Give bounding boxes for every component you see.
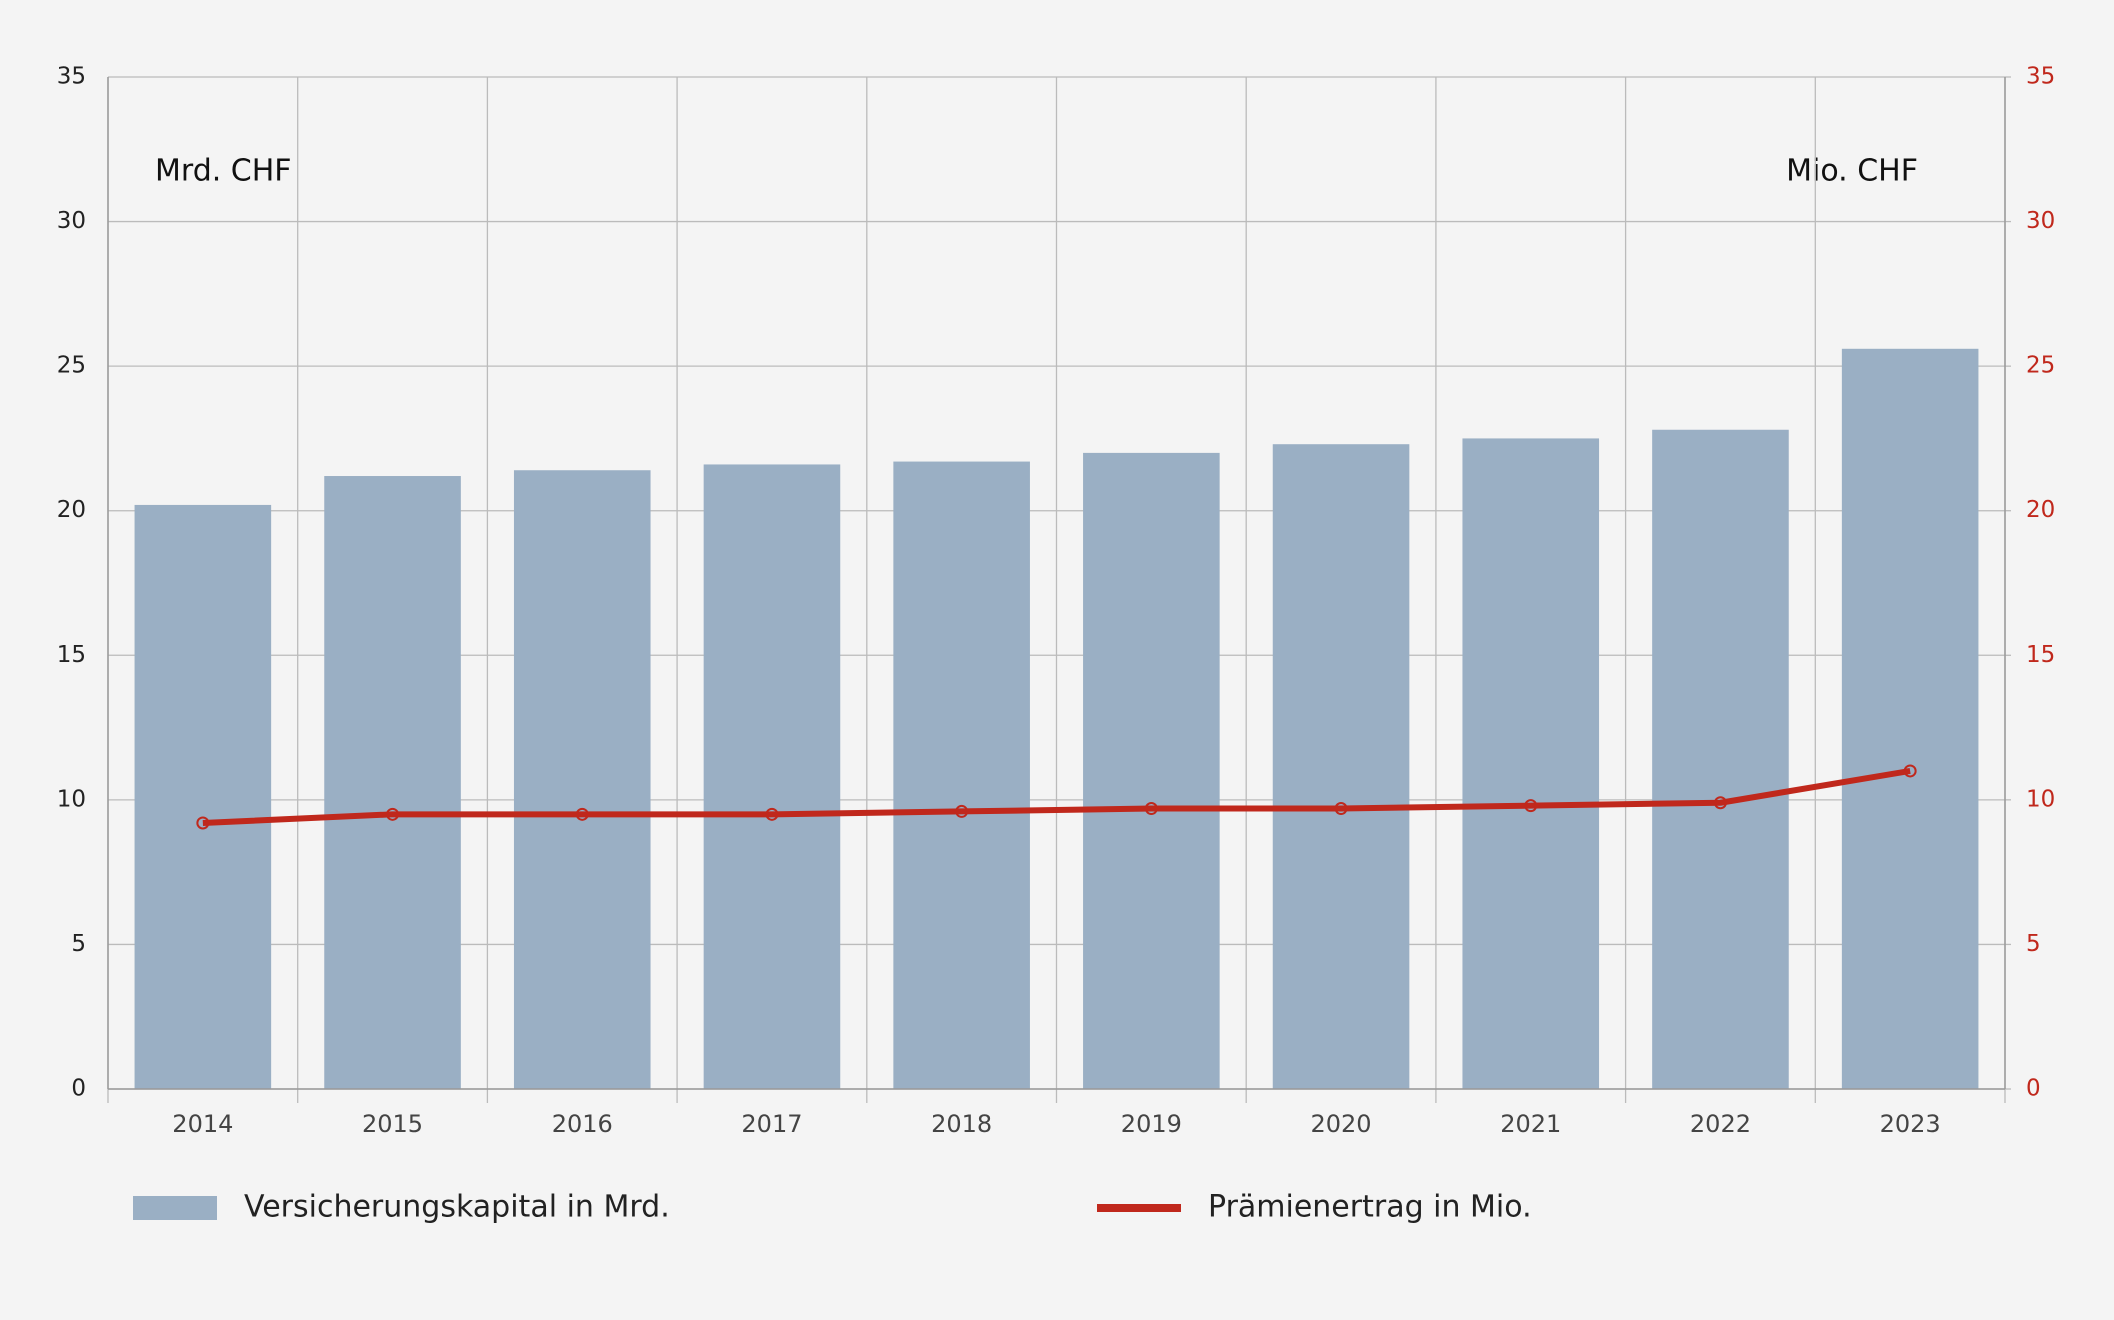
bar — [324, 476, 461, 1089]
point — [1903, 764, 1917, 778]
y-tick-label: 20 — [57, 497, 86, 523]
point — [1713, 796, 1727, 810]
y-tick-label: 35 — [57, 64, 86, 90]
legend-label: Versicherungskapital in Mrd. — [244, 1190, 670, 1225]
legend-swatch — [1097, 1204, 1181, 1212]
x-tick-label: 2017 — [741, 1110, 802, 1138]
x-tick-label: 2022 — [1690, 1110, 1751, 1138]
y-axis-label: Mrd. CHF — [155, 154, 292, 189]
x-tick-label: 2015 — [362, 1110, 423, 1138]
y2-tick-label: 30 — [2026, 208, 2055, 234]
point — [955, 804, 969, 818]
point — [1144, 802, 1158, 816]
y-tick-label: 10 — [57, 786, 86, 812]
bar — [1841, 348, 1979, 1089]
point — [196, 816, 210, 830]
bar — [1462, 438, 1600, 1089]
y-tick-label: 5 — [71, 931, 86, 957]
y2-tick-label: 35 — [2026, 64, 2055, 90]
y-tick-label: 25 — [57, 353, 86, 379]
y2-axis-label: Mio. CHF — [1786, 154, 1918, 189]
x-tick-label: 2014 — [172, 1110, 233, 1138]
legend-swatch — [133, 1196, 217, 1220]
point — [575, 807, 589, 821]
x-tick-label: 2020 — [1311, 1110, 1372, 1138]
y2-tick-label: 15 — [2026, 642, 2055, 668]
y2-tick-label: 10 — [2026, 786, 2055, 812]
y2-tick-label: 25 — [2026, 353, 2055, 379]
y2-tick-label: 5 — [2026, 931, 2041, 957]
bar — [893, 461, 1030, 1089]
line — [202, 767, 1911, 826]
y2-tick-label: 0 — [2026, 1076, 2041, 1102]
point — [1334, 802, 1348, 816]
bar — [1083, 452, 1220, 1089]
x-tick-label: 2021 — [1500, 1110, 1561, 1138]
y-tick-label: 15 — [57, 642, 86, 668]
bar — [703, 464, 841, 1089]
x-tick-label: 2019 — [1121, 1110, 1182, 1138]
y2-tick-label: 20 — [2026, 497, 2055, 523]
bar — [1652, 429, 1789, 1089]
x-tick-label: 2016 — [552, 1110, 613, 1138]
y-tick-label: 0 — [71, 1076, 86, 1102]
point — [1524, 799, 1538, 813]
x-tick-label: 2018 — [931, 1110, 992, 1138]
point — [765, 807, 779, 821]
bar — [134, 504, 272, 1090]
legend-label: Prämienertrag in Mio. — [1208, 1190, 1532, 1225]
bar — [1272, 444, 1410, 1089]
point — [386, 807, 400, 821]
y-tick-label: 30 — [57, 208, 86, 234]
bar — [513, 470, 651, 1090]
x-tick-label: 2023 — [1880, 1110, 1941, 1138]
